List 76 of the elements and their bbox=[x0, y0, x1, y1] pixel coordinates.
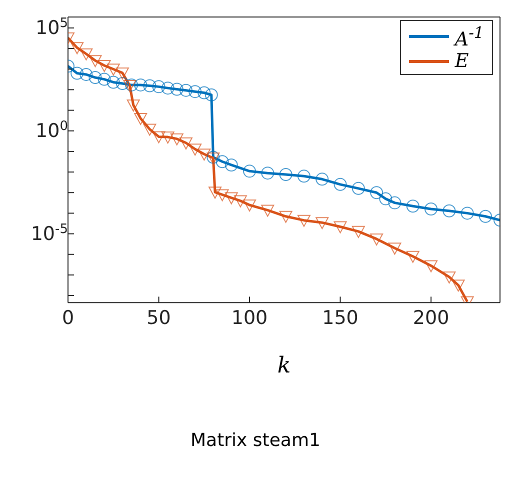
point bbox=[198, 86, 211, 100]
x-tick-label: 150 bbox=[322, 307, 358, 330]
point bbox=[334, 221, 347, 234]
point bbox=[352, 182, 365, 195]
point bbox=[224, 158, 238, 172]
point bbox=[460, 206, 474, 220]
point bbox=[406, 200, 420, 213]
point bbox=[98, 72, 111, 86]
x-tick-label: 50 bbox=[146, 307, 171, 330]
point bbox=[442, 271, 456, 284]
x-tick-label: 0 bbox=[62, 307, 74, 330]
legend-label: E bbox=[454, 50, 469, 72]
point bbox=[106, 76, 120, 89]
point bbox=[243, 200, 256, 212]
point bbox=[116, 76, 129, 90]
point bbox=[170, 133, 184, 146]
point bbox=[442, 204, 456, 218]
point bbox=[316, 217, 329, 230]
point bbox=[352, 226, 365, 238]
point bbox=[379, 192, 392, 206]
x-axis-title: k bbox=[277, 354, 291, 379]
point bbox=[80, 48, 93, 60]
point bbox=[406, 250, 420, 263]
point bbox=[478, 210, 492, 223]
y-tick-label: 10$^{0}$ bbox=[36, 118, 68, 142]
point bbox=[179, 137, 192, 150]
point bbox=[198, 148, 211, 161]
point bbox=[143, 124, 156, 136]
point bbox=[279, 168, 292, 181]
point bbox=[188, 85, 202, 98]
y-tick-label: 10$^{-5}$ bbox=[30, 221, 68, 245]
point bbox=[70, 42, 84, 54]
point bbox=[88, 55, 102, 68]
point bbox=[216, 189, 229, 202]
point bbox=[106, 64, 120, 76]
point bbox=[116, 67, 129, 80]
point bbox=[224, 192, 238, 204]
point bbox=[316, 172, 329, 186]
point bbox=[216, 155, 229, 168]
point bbox=[388, 196, 402, 210]
point bbox=[134, 112, 148, 125]
point bbox=[261, 204, 274, 217]
y-tick-label: 10$^{5}$ bbox=[36, 15, 68, 39]
point bbox=[234, 195, 247, 208]
point bbox=[208, 186, 222, 199]
point bbox=[161, 132, 174, 144]
point bbox=[204, 88, 218, 102]
point bbox=[88, 71, 102, 84]
point bbox=[452, 280, 465, 292]
point bbox=[370, 186, 384, 200]
point bbox=[170, 82, 184, 96]
point bbox=[424, 202, 438, 216]
point bbox=[126, 100, 140, 112]
point bbox=[152, 131, 166, 144]
point bbox=[98, 60, 111, 72]
point bbox=[297, 170, 310, 183]
point bbox=[261, 166, 274, 180]
point bbox=[243, 164, 256, 178]
point bbox=[188, 144, 202, 156]
point bbox=[70, 66, 84, 80]
x-tick-label: 200 bbox=[412, 307, 450, 330]
point bbox=[161, 82, 174, 95]
point bbox=[388, 242, 402, 255]
point bbox=[334, 178, 347, 191]
point bbox=[424, 260, 438, 272]
point bbox=[152, 80, 166, 94]
point bbox=[143, 79, 156, 92]
legend-label: A$^{-1}$ bbox=[454, 23, 484, 50]
x-tick-label: 100 bbox=[231, 307, 268, 330]
point bbox=[370, 233, 384, 246]
point bbox=[134, 78, 148, 92]
point bbox=[297, 214, 310, 227]
point bbox=[179, 84, 192, 97]
text: Matrix steam1 bbox=[190, 430, 322, 451]
point bbox=[279, 210, 292, 223]
point bbox=[80, 68, 93, 81]
